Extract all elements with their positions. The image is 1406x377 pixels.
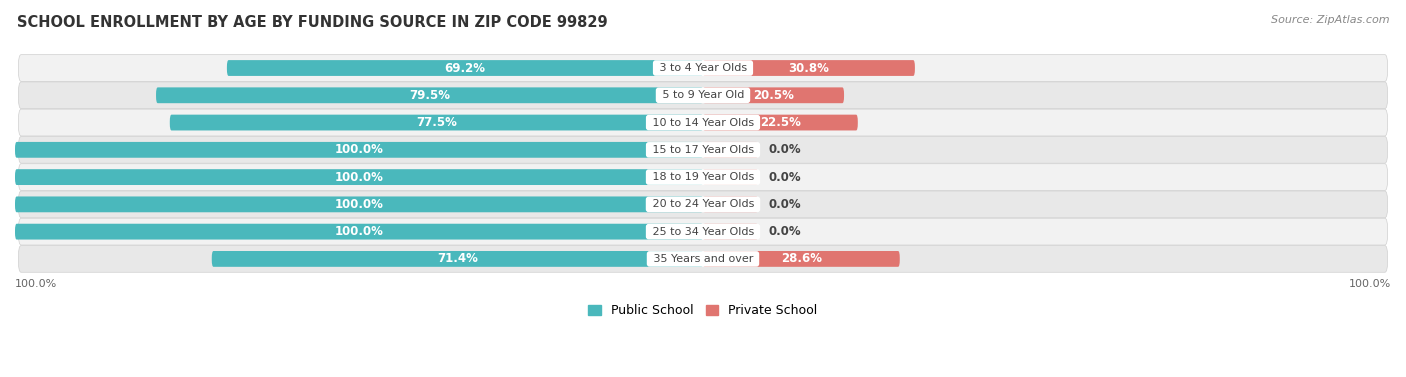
Text: 30.8%: 30.8% <box>789 61 830 75</box>
Text: 100.0%: 100.0% <box>335 198 384 211</box>
Text: 71.4%: 71.4% <box>437 253 478 265</box>
FancyBboxPatch shape <box>703 115 858 130</box>
Text: 100.0%: 100.0% <box>15 279 58 288</box>
Legend: Public School, Private School: Public School, Private School <box>583 299 823 322</box>
Text: 35 Years and over: 35 Years and over <box>650 254 756 264</box>
Text: 100.0%: 100.0% <box>335 143 384 156</box>
FancyBboxPatch shape <box>226 60 703 76</box>
Text: SCHOOL ENROLLMENT BY AGE BY FUNDING SOURCE IN ZIP CODE 99829: SCHOOL ENROLLMENT BY AGE BY FUNDING SOUR… <box>17 15 607 30</box>
Text: 100.0%: 100.0% <box>335 225 384 238</box>
FancyBboxPatch shape <box>18 191 1388 218</box>
FancyBboxPatch shape <box>18 82 1388 109</box>
FancyBboxPatch shape <box>18 245 1388 272</box>
Text: 20 to 24 Year Olds: 20 to 24 Year Olds <box>648 199 758 209</box>
Text: 10 to 14 Year Olds: 10 to 14 Year Olds <box>648 118 758 127</box>
Text: 20.5%: 20.5% <box>754 89 794 102</box>
FancyBboxPatch shape <box>15 169 703 185</box>
FancyBboxPatch shape <box>18 164 1388 190</box>
FancyBboxPatch shape <box>18 55 1388 81</box>
FancyBboxPatch shape <box>703 251 900 267</box>
FancyBboxPatch shape <box>18 109 1388 136</box>
Text: 18 to 19 Year Olds: 18 to 19 Year Olds <box>648 172 758 182</box>
Text: 28.6%: 28.6% <box>780 253 823 265</box>
Text: 69.2%: 69.2% <box>444 61 485 75</box>
FancyBboxPatch shape <box>703 196 758 212</box>
FancyBboxPatch shape <box>212 251 703 267</box>
Text: 5 to 9 Year Old: 5 to 9 Year Old <box>658 90 748 100</box>
FancyBboxPatch shape <box>703 224 758 239</box>
FancyBboxPatch shape <box>703 87 844 103</box>
Text: 100.0%: 100.0% <box>1348 279 1391 288</box>
Text: 15 to 17 Year Olds: 15 to 17 Year Olds <box>648 145 758 155</box>
FancyBboxPatch shape <box>703 169 758 185</box>
FancyBboxPatch shape <box>703 142 758 158</box>
FancyBboxPatch shape <box>15 142 703 158</box>
Text: 0.0%: 0.0% <box>768 143 801 156</box>
Text: Source: ZipAtlas.com: Source: ZipAtlas.com <box>1271 15 1389 25</box>
Text: 22.5%: 22.5% <box>761 116 801 129</box>
Text: 100.0%: 100.0% <box>335 171 384 184</box>
FancyBboxPatch shape <box>703 60 915 76</box>
Text: 0.0%: 0.0% <box>768 225 801 238</box>
Text: 0.0%: 0.0% <box>768 171 801 184</box>
Text: 3 to 4 Year Olds: 3 to 4 Year Olds <box>655 63 751 73</box>
FancyBboxPatch shape <box>18 218 1388 245</box>
FancyBboxPatch shape <box>18 136 1388 163</box>
Text: 0.0%: 0.0% <box>768 198 801 211</box>
Text: 25 to 34 Year Olds: 25 to 34 Year Olds <box>648 227 758 237</box>
FancyBboxPatch shape <box>170 115 703 130</box>
FancyBboxPatch shape <box>156 87 703 103</box>
FancyBboxPatch shape <box>15 224 703 239</box>
Text: 77.5%: 77.5% <box>416 116 457 129</box>
Text: 79.5%: 79.5% <box>409 89 450 102</box>
FancyBboxPatch shape <box>15 196 703 212</box>
